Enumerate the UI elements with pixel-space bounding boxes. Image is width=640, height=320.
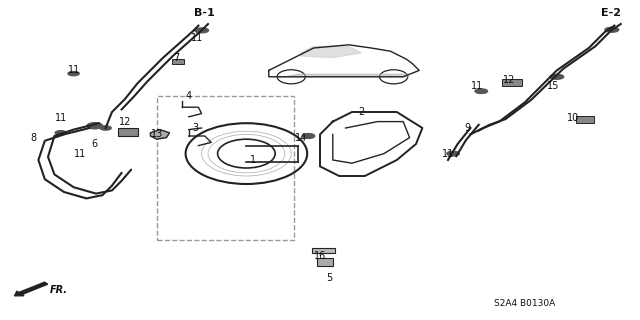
Text: 9: 9 — [464, 123, 470, 133]
Text: 11: 11 — [67, 65, 80, 76]
Text: 4: 4 — [186, 91, 192, 101]
Polygon shape — [301, 46, 362, 58]
Text: 10: 10 — [566, 113, 579, 124]
Bar — [502, 79, 522, 86]
Text: 11: 11 — [74, 148, 86, 159]
Text: 12: 12 — [118, 116, 131, 127]
Bar — [172, 59, 184, 64]
Ellipse shape — [605, 27, 619, 32]
Ellipse shape — [55, 131, 67, 135]
Text: 11: 11 — [442, 148, 454, 159]
Text: 11: 11 — [54, 113, 67, 124]
Bar — [118, 128, 138, 136]
FancyArrow shape — [15, 282, 47, 296]
Text: 3: 3 — [192, 123, 198, 133]
Ellipse shape — [550, 74, 564, 79]
Text: B-1: B-1 — [195, 8, 215, 18]
Ellipse shape — [475, 89, 488, 94]
Text: 2: 2 — [358, 107, 365, 117]
Text: 13: 13 — [150, 129, 163, 140]
Ellipse shape — [195, 28, 209, 33]
Text: 7: 7 — [173, 52, 179, 63]
Polygon shape — [275, 74, 408, 77]
Ellipse shape — [447, 151, 460, 156]
Bar — [312, 248, 335, 253]
Ellipse shape — [68, 71, 79, 76]
Text: 15: 15 — [547, 81, 560, 92]
Bar — [157, 96, 294, 240]
Bar — [576, 116, 594, 123]
Ellipse shape — [87, 123, 102, 129]
Text: S2A4 B0130A: S2A4 B0130A — [494, 300, 556, 308]
Text: 12: 12 — [502, 75, 515, 85]
Text: 14: 14 — [294, 132, 307, 143]
Text: 1: 1 — [250, 155, 256, 165]
Text: E-2: E-2 — [601, 8, 621, 18]
Text: 11: 11 — [191, 33, 204, 44]
Bar — [317, 258, 333, 266]
Ellipse shape — [100, 126, 111, 130]
Text: 16: 16 — [314, 251, 326, 261]
Text: 8: 8 — [30, 132, 36, 143]
Text: 6: 6 — [92, 139, 98, 149]
Text: 5: 5 — [326, 273, 333, 284]
Polygon shape — [150, 130, 170, 139]
Text: FR.: FR. — [50, 285, 68, 295]
Ellipse shape — [302, 133, 315, 139]
Text: 11: 11 — [470, 81, 483, 92]
